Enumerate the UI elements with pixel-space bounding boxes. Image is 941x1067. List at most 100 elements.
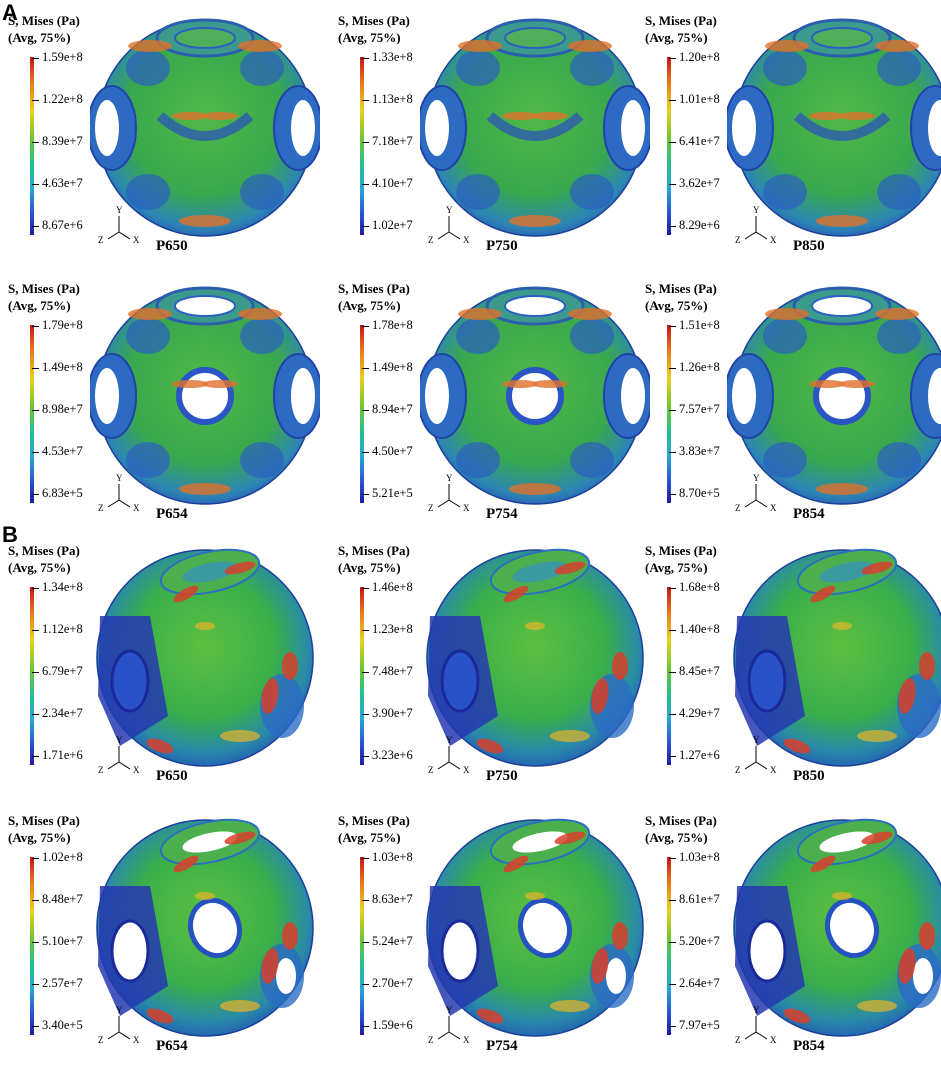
stress-hotspot: [502, 380, 538, 388]
axis-triad-lines: [107, 484, 131, 508]
z-axis-label: Z: [428, 503, 434, 513]
x-axis-line: [448, 499, 461, 508]
front-hole: [506, 367, 564, 425]
stress-hotspot: [919, 922, 935, 950]
section-label-a: A: [2, 0, 18, 25]
colorbar: [30, 325, 34, 503]
stress-hotspot: [220, 1000, 260, 1012]
y-axis-label: Y: [116, 1005, 123, 1015]
stress-hotspot: [591, 948, 609, 984]
legend-title-line: S, Mises (Pa): [338, 281, 410, 296]
colorbar-tick-label: 1.02e+8: [32, 850, 83, 864]
z-axis-line: [437, 231, 450, 240]
stress-hotspot: [476, 738, 504, 754]
z-axis-label: Z: [98, 765, 104, 775]
stress-hotspot: [898, 948, 916, 984]
stress-hotspot: [875, 308, 919, 320]
side-hole: [913, 958, 933, 994]
x-axis-label: X: [770, 765, 777, 775]
top-ring-inner: [811, 295, 873, 317]
model-label: P654: [156, 1038, 188, 1054]
diagonal-port: [456, 442, 500, 478]
side-hole: [425, 100, 449, 156]
stress-hotspot: [591, 678, 609, 714]
diagonal-port: [456, 50, 500, 86]
z-axis-label: Z: [428, 765, 434, 775]
colorbar-tick-label: 1.40e+8: [669, 622, 720, 636]
colorbar-tick-label: 2.70e+7: [362, 976, 413, 990]
colorbar-tick-label: 5.21e+5: [362, 486, 413, 500]
side-hole: [621, 368, 645, 424]
colorbar-tick-label: 5.10e+7: [32, 934, 83, 948]
colorbar-tick-label: 1.03e+8: [669, 850, 720, 864]
diagonal-port: [570, 318, 614, 354]
y-axis-label: Y: [446, 735, 453, 745]
colorbar-tick-label: 1.71e+6: [32, 748, 83, 762]
diagonal-port: [877, 318, 921, 354]
x-axis-line: [448, 761, 461, 770]
colorbar: [360, 857, 364, 1035]
diagonal-port: [456, 174, 500, 210]
legend-subtitle-line: (Avg, 75%): [8, 560, 71, 575]
stress-hotspot: [173, 855, 199, 873]
contour-panel-p654: S, Mises (Pa) (Avg, 75%) 1.79e+8 1.49e+8 8.9…: [8, 280, 320, 535]
axis-triad-lines: [437, 484, 461, 508]
contour-panel-p650: S, Mises (Pa) (Avg, 75%) 1.34e+8 1.12e+8 6.7…: [8, 542, 320, 797]
colorbar-tick-label: 7.57e+7: [669, 402, 720, 416]
x-axis-line: [118, 761, 131, 770]
legend-title: S, Mises (Pa) (Avg, 75%): [8, 12, 80, 46]
x-axis-label: X: [133, 503, 140, 513]
stress-hotspot: [612, 922, 628, 950]
colorbar-tick-label: 1.59e+8: [32, 50, 83, 64]
colorbar-tick-label: 1.51e+8: [669, 318, 720, 332]
colorbar-tick-label: 1.33e+8: [362, 50, 413, 64]
axis-triad-lines: [437, 216, 461, 240]
stress-contour-model: [96, 818, 314, 1037]
x-axis-label: X: [770, 503, 777, 513]
diagonal-port: [877, 442, 921, 478]
colorbar: [360, 587, 364, 765]
y-axis-label: Y: [116, 735, 123, 745]
stress-hotspot: [857, 1000, 897, 1012]
side-hole: [425, 368, 449, 424]
diagonal-port: [126, 50, 170, 86]
axis-triad-lines: [437, 1016, 461, 1040]
axis-triad: Y X Z: [426, 473, 472, 514]
front-hole: [517, 897, 573, 959]
stress-hotspot: [179, 483, 231, 495]
axis-triad: Y X Z: [733, 205, 779, 246]
stress-hotspot: [857, 730, 897, 742]
z-axis-line: [437, 499, 450, 508]
legend-title: S, Mises (Pa) (Avg, 75%): [338, 812, 410, 846]
colorbar-tick-label: 8.98e+7: [32, 402, 83, 416]
y-axis-label: Y: [753, 735, 760, 745]
side-hole: [291, 100, 315, 156]
stress-hotspot: [810, 855, 836, 873]
stress-hotspot: [476, 1008, 504, 1024]
colorbar: [30, 587, 34, 765]
legend-subtitle-line: (Avg, 75%): [338, 298, 401, 313]
side-hole: [928, 368, 941, 424]
colorbar-tick-label: 4.10e+7: [362, 176, 413, 190]
axis-triad: Y X Z: [733, 1005, 779, 1046]
front-hole: [187, 897, 243, 959]
diagonal-port: [570, 442, 614, 478]
diagonal-port: [126, 442, 170, 478]
x-axis-line: [755, 1031, 768, 1040]
stress-hotspot: [898, 678, 916, 714]
legend-title: S, Mises (Pa) (Avg, 75%): [338, 12, 410, 46]
colorbar-tick-label: 1.23e+8: [362, 622, 413, 636]
legend-subtitle-line: (Avg, 75%): [645, 298, 708, 313]
diagonal-port: [763, 50, 807, 86]
stress-hotspot: [525, 892, 545, 900]
x-axis-label: X: [463, 235, 470, 245]
colorbar-tick-label: 4.63e+7: [32, 176, 83, 190]
diagonal-port: [763, 174, 807, 210]
top-ring-inner: [819, 831, 875, 853]
front-hole: [813, 367, 871, 425]
diagonal-port: [877, 174, 921, 210]
colorbar-tick-label: 5.24e+7: [362, 934, 413, 948]
diagonal-port: [763, 318, 807, 354]
stress-hotspot: [202, 112, 238, 120]
y-axis-label: Y: [446, 205, 453, 215]
